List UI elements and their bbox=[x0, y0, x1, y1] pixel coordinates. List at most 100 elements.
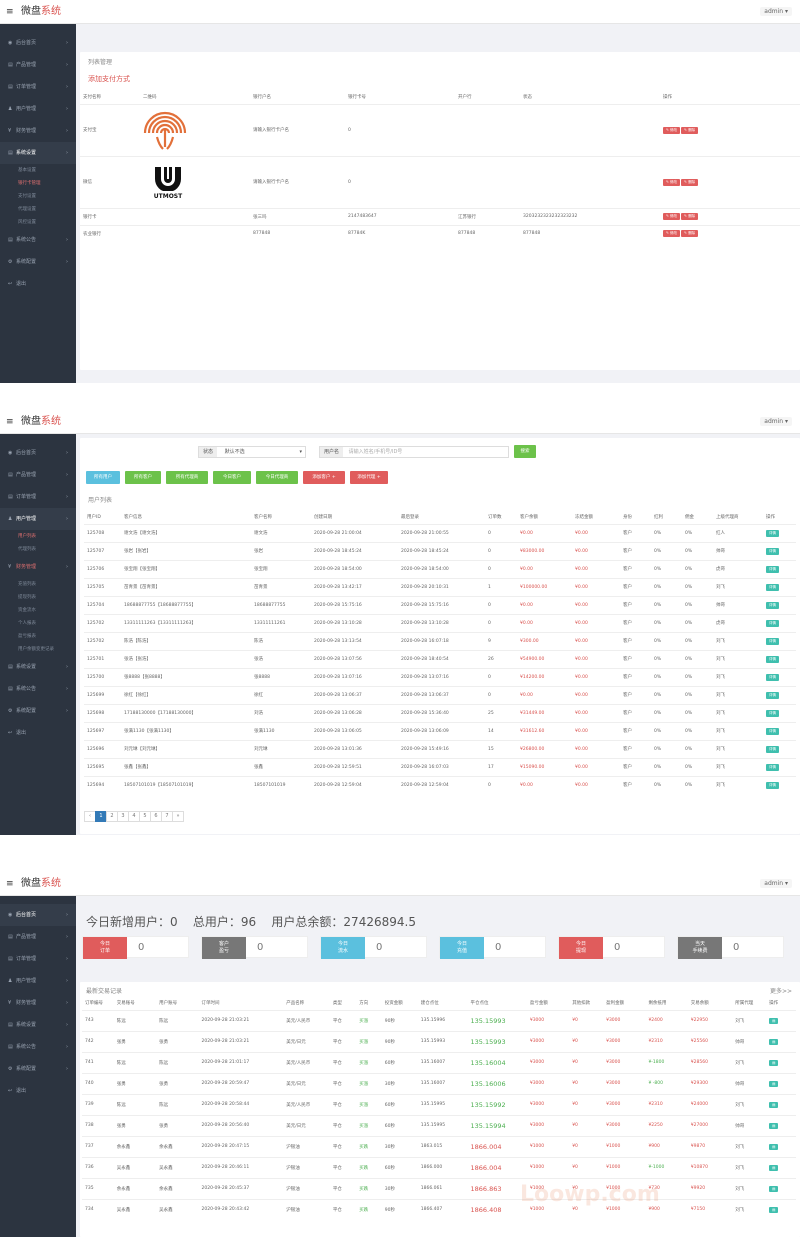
detail-button[interactable]: 详情 bbox=[766, 691, 779, 699]
sidebar-item[interactable]: ◉ 后台首页 › bbox=[0, 904, 76, 926]
sidebar-item[interactable]: ▤ 系统公告 › bbox=[0, 1036, 76, 1058]
sidebar-item[interactable]: ♟ 用户管理 › bbox=[0, 98, 76, 120]
sidebar-item[interactable]: ↩ 退出 bbox=[0, 722, 76, 744]
view-icon[interactable]: ▤ bbox=[769, 1185, 779, 1192]
view-icon[interactable]: ▤ bbox=[769, 1017, 779, 1024]
filter-button-2[interactable]: 所有客户 bbox=[125, 471, 161, 484]
search-input[interactable]: 请输入姓名/手机号/ID号 bbox=[348, 449, 403, 455]
view-icon[interactable]: ▤ bbox=[769, 1059, 779, 1066]
sidebar-subitem[interactable]: 银行卡管理 bbox=[18, 181, 41, 186]
detail-button[interactable]: 详情 bbox=[766, 565, 779, 573]
table-cell: ¥3000 bbox=[529, 1039, 545, 1044]
sidebar-item[interactable]: ♟ 用户管理 › bbox=[0, 970, 76, 992]
view-icon[interactable]: ▤ bbox=[769, 1206, 779, 1213]
sidebar-subitem[interactable]: 风控设置 bbox=[18, 220, 36, 225]
top-bar: ≡ 微盘系统 admin ▾ bbox=[0, 0, 800, 24]
menu-icon[interactable]: ≡ bbox=[6, 417, 14, 427]
delete-button[interactable]: ✎ 删除 bbox=[681, 213, 699, 220]
filter-button-4[interactable]: 今日客户 bbox=[213, 471, 251, 484]
admin-dropdown[interactable]: admin ▾ bbox=[760, 417, 792, 426]
filter-button-3[interactable]: 所有代理商 bbox=[166, 471, 208, 484]
sidebar-item[interactable]: ▤ 系统设置 › bbox=[0, 142, 76, 164]
view-icon[interactable]: ▤ bbox=[769, 1122, 779, 1129]
search-box[interactable]: 用户名 请输入姓名/手机号/ID号 bbox=[319, 446, 509, 458]
menu-icon[interactable]: ≡ bbox=[6, 879, 14, 889]
page-button[interactable]: » bbox=[172, 811, 184, 822]
status-filter[interactable]: 状态 默认不选 ▾ bbox=[198, 446, 306, 458]
sidebar-item[interactable]: ▤ 系统设置 › bbox=[0, 656, 76, 678]
delete-button[interactable]: ✎ 删除 bbox=[681, 126, 699, 134]
sidebar-item[interactable]: ▤ 系统公告 › bbox=[0, 229, 76, 251]
view-icon[interactable]: ▤ bbox=[769, 1101, 779, 1108]
edit-button[interactable]: ✎ 修改 bbox=[663, 178, 681, 186]
sidebar-item[interactable]: ¥ 财务管理 › bbox=[0, 992, 76, 1014]
sidebar-subitem[interactable]: 基本设置 bbox=[18, 168, 36, 173]
sidebar-item[interactable]: ▤ 订单管理 › bbox=[0, 948, 76, 970]
detail-button[interactable]: 详情 bbox=[766, 637, 779, 645]
sidebar-item[interactable]: ⚙ 系统配置 › bbox=[0, 251, 76, 273]
sidebar-item[interactable]: ◉ 后台首页 › bbox=[0, 32, 76, 54]
sidebar-item[interactable]: ▤ 系统设置 › bbox=[0, 1014, 76, 1036]
filter-button-7[interactable]: 添加代理 + bbox=[350, 471, 388, 484]
detail-button[interactable]: 详情 bbox=[766, 655, 779, 663]
detail-button[interactable]: 详情 bbox=[766, 709, 779, 717]
filter-button-6[interactable]: 添加客户 + bbox=[303, 471, 345, 484]
sidebar-subitem[interactable]: 充值列表 bbox=[18, 582, 36, 587]
edit-button[interactable]: ✎ 修改 bbox=[663, 230, 681, 238]
sidebar-item[interactable]: ▤ 系统公告 › bbox=[0, 678, 76, 700]
sidebar-item[interactable]: ◉ 后台首页 › bbox=[0, 442, 76, 464]
sidebar-item[interactable]: ▤ 产品管理 › bbox=[0, 926, 76, 948]
sidebar-subitem[interactable]: 用户余额变更记录 bbox=[18, 647, 54, 652]
more-link[interactable]: 更多>> bbox=[769, 988, 792, 995]
sidebar-item[interactable]: ▤ 订单管理 › bbox=[0, 76, 76, 98]
sidebar-subitem[interactable]: 盈亏报表 bbox=[18, 634, 36, 639]
search-button[interactable]: 搜索 bbox=[514, 445, 536, 458]
detail-button[interactable]: 详情 bbox=[766, 547, 779, 555]
sidebar-subitem[interactable]: 提现列表 bbox=[18, 595, 36, 600]
table-row: 740 张勇 张勇 2020-09-28 20:59:47 美元/日元 平仓 买涨 30秒 13… bbox=[82, 1073, 796, 1094]
sidebar-item[interactable]: ↩ 退出 bbox=[0, 1080, 76, 1102]
table-cell: 2020-09-28 13:06:09 bbox=[401, 728, 449, 734]
sidebar-subitem[interactable]: 代理设置 bbox=[18, 207, 36, 212]
delete-button[interactable]: ✎ 删除 bbox=[681, 230, 699, 238]
sidebar-subitem[interactable]: 代理列表 bbox=[18, 547, 36, 552]
detail-button[interactable]: 详情 bbox=[766, 727, 779, 735]
table-cell: 平仓 bbox=[332, 1186, 342, 1192]
detail-button[interactable]: 详情 bbox=[766, 673, 779, 681]
filter-button-5[interactable]: 今日代理商 bbox=[256, 471, 298, 484]
sidebar-item[interactable]: ♟ 用户管理 › bbox=[0, 508, 76, 530]
detail-button[interactable]: 详情 bbox=[766, 601, 779, 609]
menu-icon[interactable]: ≡ bbox=[6, 7, 14, 17]
admin-dropdown[interactable]: admin ▾ bbox=[760, 7, 792, 16]
sidebar-subitem[interactable]: 支付设置 bbox=[18, 194, 36, 199]
sidebar-item[interactable]: ↩ 退出 bbox=[0, 273, 76, 295]
sidebar-subitem[interactable]: 用户列表 bbox=[18, 534, 36, 539]
view-icon[interactable]: ▤ bbox=[769, 1164, 779, 1171]
sidebar-item[interactable]: ▤ 产品管理 › bbox=[0, 464, 76, 486]
filter-button-1[interactable]: 所有用户 bbox=[86, 471, 120, 484]
view-icon[interactable]: ▤ bbox=[769, 1143, 779, 1150]
admin-dropdown[interactable]: admin ▾ bbox=[760, 879, 792, 888]
view-icon[interactable]: ▤ bbox=[769, 1080, 779, 1087]
sidebar-item[interactable]: ⚙ 系统配置 › bbox=[0, 700, 76, 722]
detail-button[interactable]: 详情 bbox=[766, 529, 779, 537]
sidebar-item[interactable]: ¥ 财务管理 › bbox=[0, 556, 76, 578]
sidebar-subitem[interactable]: 资金流水 bbox=[18, 608, 36, 613]
table-cell: 美元/人民币 bbox=[286, 1060, 311, 1066]
sidebar-icon: ⚙ bbox=[8, 1066, 13, 1072]
detail-button[interactable]: 详情 bbox=[766, 583, 779, 591]
delete-button[interactable]: ✎ 删除 bbox=[681, 178, 699, 186]
view-icon[interactable]: ▤ bbox=[769, 1038, 779, 1045]
add-payment-link[interactable]: 添加支付方式 bbox=[88, 75, 130, 83]
detail-button[interactable]: 详情 bbox=[766, 745, 779, 753]
sidebar-item[interactable]: ▤ 产品管理 › bbox=[0, 54, 76, 76]
detail-button[interactable]: 详情 bbox=[766, 763, 779, 771]
sidebar-item[interactable]: ¥ 财务管理 › bbox=[0, 120, 76, 142]
sidebar-subitem[interactable]: 个人报表 bbox=[18, 621, 36, 626]
edit-button[interactable]: ✎ 修改 bbox=[663, 213, 681, 220]
edit-button[interactable]: ✎ 修改 bbox=[663, 126, 681, 134]
sidebar-item[interactable]: ▤ 订单管理 › bbox=[0, 486, 76, 508]
sidebar-item[interactable]: ⚙ 系统配置 › bbox=[0, 1058, 76, 1080]
detail-button[interactable]: 详情 bbox=[766, 619, 779, 627]
detail-button[interactable]: 详情 bbox=[766, 781, 779, 789]
